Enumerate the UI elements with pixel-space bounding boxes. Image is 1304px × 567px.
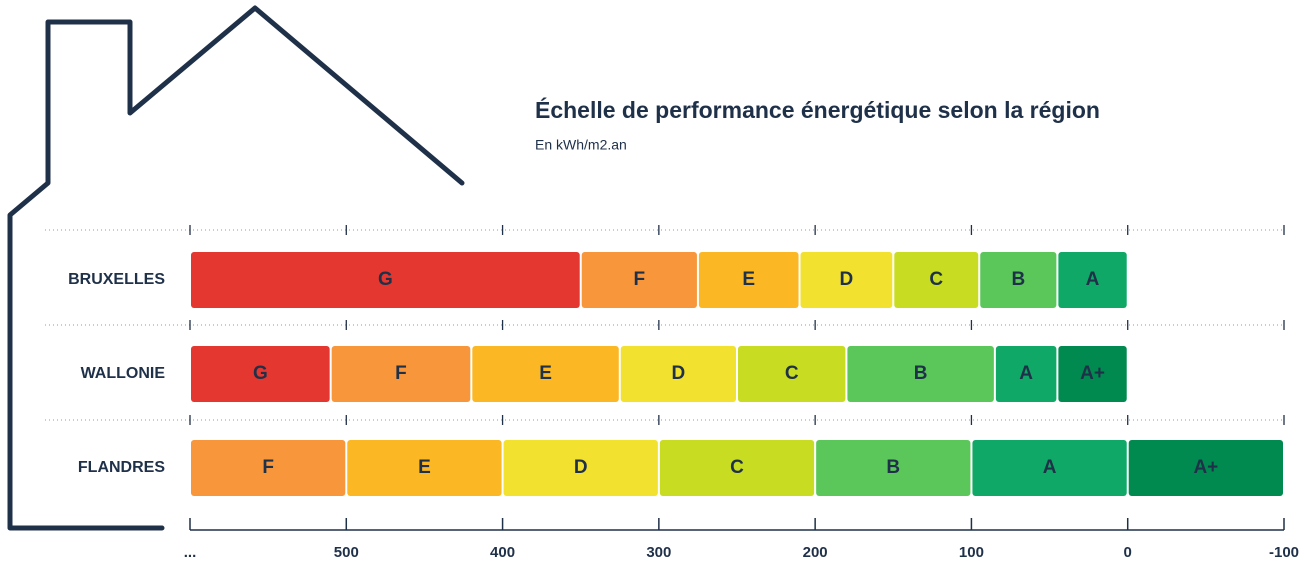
seg-label: A+: [1080, 363, 1105, 384]
x-tick-label: 400: [490, 544, 515, 561]
row-label: WALLONIE: [81, 365, 166, 382]
seg-label: E: [418, 457, 431, 478]
seg-label: D: [840, 269, 854, 290]
seg-label: B: [1011, 269, 1025, 290]
x-tick-label: 300: [646, 544, 671, 561]
x-tick-label: 0: [1124, 544, 1132, 561]
chart: Échelle de performance énergétique selon…: [0, 0, 1304, 567]
seg-label: C: [929, 269, 943, 290]
x-tick-label: ...: [184, 544, 197, 561]
seg-label: E: [742, 269, 755, 290]
seg-label: C: [785, 363, 799, 384]
row-label: FLANDRES: [78, 459, 165, 476]
x-tick-label: 200: [803, 544, 828, 561]
seg-label: C: [730, 457, 744, 478]
x-tick-label: 500: [334, 544, 359, 561]
seg-label: F: [262, 457, 274, 478]
seg-label: A: [1043, 457, 1057, 478]
seg-label: B: [886, 457, 900, 478]
seg-label: G: [253, 363, 268, 384]
chart-subtitle: En kWh/m2.an: [535, 137, 627, 153]
chart-title: Échelle de performance énergétique selon…: [535, 96, 1100, 123]
seg-label: F: [634, 269, 646, 290]
seg-label: E: [539, 363, 552, 384]
seg-label: B: [914, 363, 928, 384]
seg-label: A: [1086, 269, 1100, 290]
seg-label: D: [574, 457, 588, 478]
x-tick-label: 100: [959, 544, 984, 561]
x-tick-label: -100: [1269, 544, 1299, 561]
seg-label: D: [672, 363, 686, 384]
seg-label: A: [1019, 363, 1033, 384]
seg-label: G: [378, 269, 393, 290]
seg-label: F: [395, 363, 407, 384]
row-label: BRUXELLES: [68, 271, 165, 288]
seg-label: A+: [1193, 457, 1218, 478]
